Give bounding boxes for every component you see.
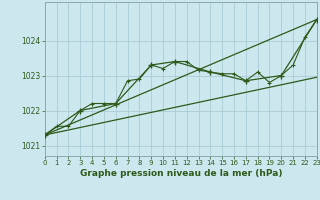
X-axis label: Graphe pression niveau de la mer (hPa): Graphe pression niveau de la mer (hPa) bbox=[80, 169, 282, 178]
